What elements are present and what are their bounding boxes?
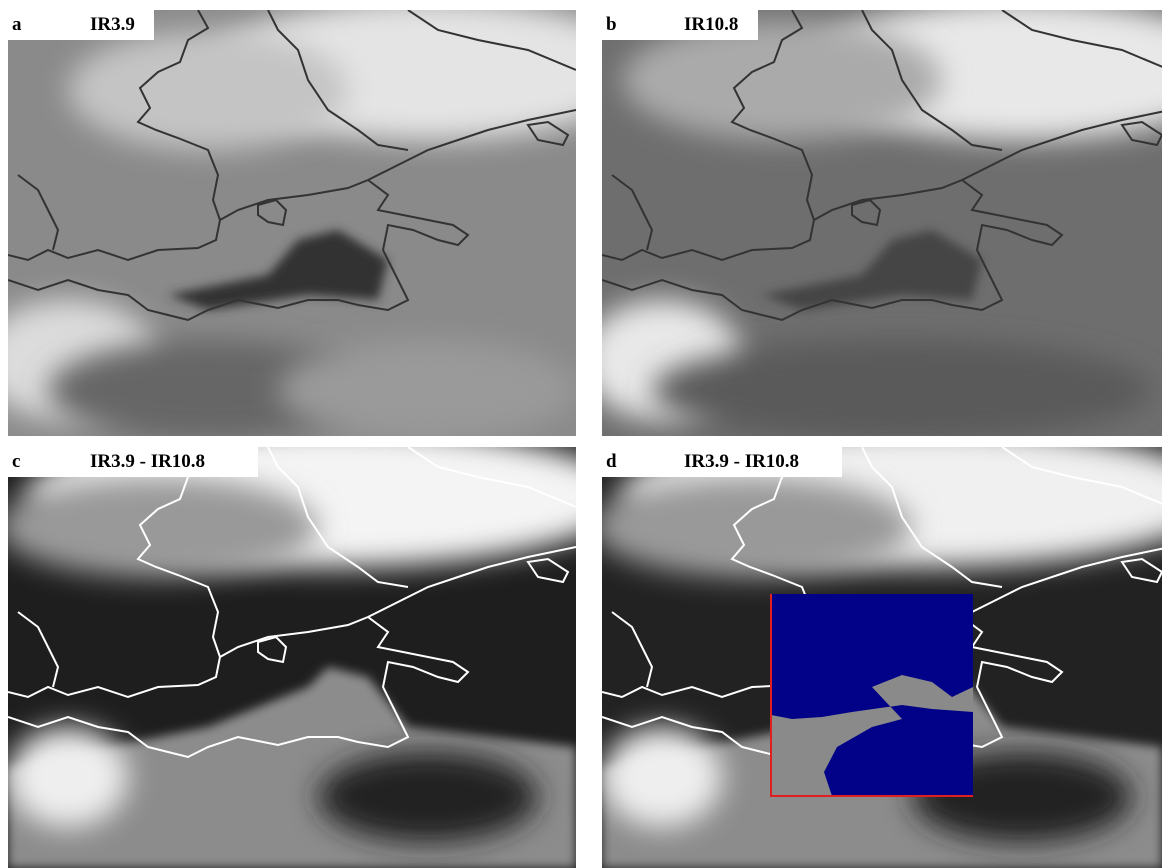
panel-letter: b — [606, 10, 617, 40]
panel-c: c IR3.9 - IR10.8 — [8, 447, 576, 868]
panel-title: IR3.9 — [90, 10, 135, 40]
panel-title: IR3.9 - IR10.8 — [684, 447, 799, 477]
panel-d: d IR3.9 - IR10.8 — [602, 447, 1162, 868]
image — [602, 447, 1162, 868]
figure: a IR3.9 b IR10.8 c IR3.9 - IR10.8 — [0, 0, 1162, 868]
panel-letter: d — [606, 447, 617, 477]
panel-b: b IR10.8 — [602, 10, 1162, 436]
panel-title: IR3.9 - IR10.8 — [90, 447, 205, 477]
image — [8, 10, 576, 436]
image — [8, 447, 576, 868]
panel-label: d IR3.9 - IR10.8 — [602, 447, 842, 477]
panel-letter: a — [12, 10, 22, 40]
image — [602, 10, 1162, 436]
panel-label: c IR3.9 - IR10.8 — [8, 447, 258, 477]
panel-title: IR10.8 — [684, 10, 738, 40]
panel-label: b IR10.8 — [602, 10, 758, 40]
panel-label: a IR3.9 — [8, 10, 154, 40]
panel-a: a IR3.9 — [8, 10, 576, 436]
panel-letter: c — [12, 447, 20, 477]
